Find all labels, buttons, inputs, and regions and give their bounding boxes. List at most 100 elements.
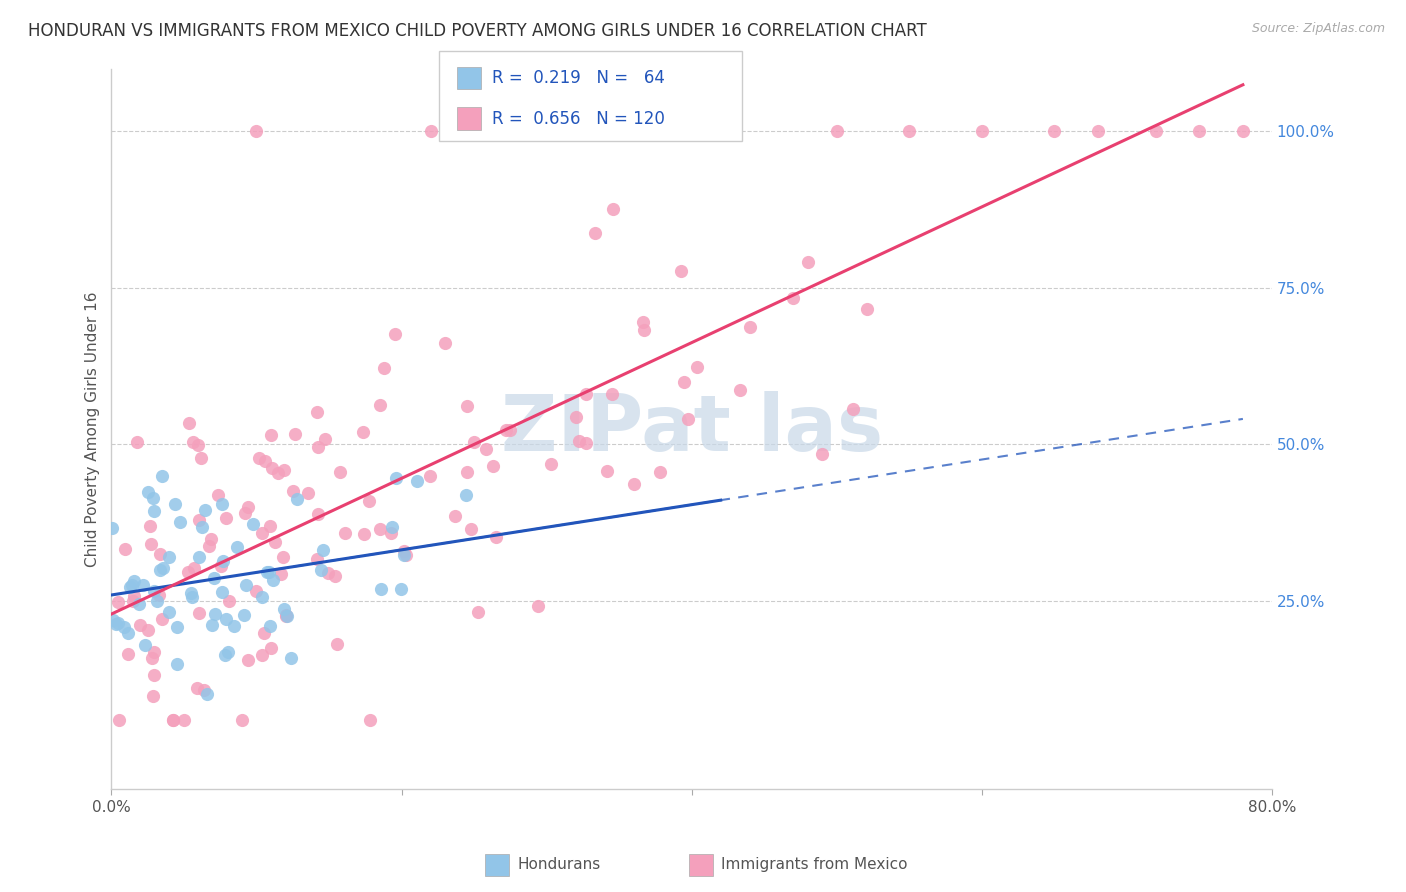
Point <box>250 590 273 604</box>
Point <box>142 583 165 598</box>
Point <box>132 578 155 592</box>
Point <box>260 427 283 442</box>
Point <box>1043 124 1066 138</box>
Point <box>384 327 406 342</box>
Point <box>467 606 489 620</box>
Point <box>540 457 562 471</box>
Point <box>162 713 184 727</box>
Point <box>107 595 129 609</box>
Point <box>215 613 238 627</box>
Point <box>463 435 485 450</box>
Point <box>191 520 214 534</box>
Point <box>162 713 184 727</box>
Point <box>215 511 238 525</box>
Point <box>329 465 352 479</box>
Point <box>121 578 143 592</box>
Point <box>370 582 392 596</box>
Point <box>419 469 441 483</box>
Point <box>195 687 218 701</box>
Point <box>475 442 498 456</box>
Point <box>157 549 180 564</box>
Point <box>211 497 233 511</box>
Point <box>117 625 139 640</box>
Point <box>166 620 188 634</box>
Point <box>270 567 292 582</box>
Point <box>136 485 159 500</box>
Point <box>150 612 173 626</box>
Point <box>104 617 127 632</box>
Point <box>325 569 347 583</box>
Point <box>194 503 217 517</box>
Point <box>297 486 319 500</box>
Point <box>385 471 408 485</box>
Point <box>169 515 191 529</box>
Point <box>236 500 259 514</box>
Point <box>136 623 159 637</box>
Point <box>114 541 136 556</box>
Point <box>149 563 172 577</box>
Point <box>648 466 671 480</box>
Point <box>120 580 142 594</box>
Point <box>481 459 503 474</box>
Point <box>157 606 180 620</box>
Point <box>250 525 273 540</box>
Point <box>370 522 392 536</box>
Point <box>143 645 166 659</box>
Point <box>389 582 412 597</box>
Point <box>797 254 820 268</box>
Point <box>568 434 591 448</box>
Point <box>281 483 304 498</box>
Point <box>226 540 249 554</box>
Point <box>124 574 146 588</box>
Point <box>236 653 259 667</box>
Point <box>262 573 284 587</box>
Point <box>274 609 297 624</box>
Point <box>262 461 284 475</box>
Point <box>152 561 174 575</box>
Point <box>307 441 329 455</box>
Point <box>186 681 208 695</box>
Point <box>280 651 302 665</box>
Point <box>564 410 586 425</box>
Point <box>607 124 630 138</box>
Point <box>143 667 166 681</box>
Point <box>672 375 695 389</box>
Point <box>250 648 273 662</box>
Point <box>253 453 276 467</box>
Point <box>142 491 165 506</box>
Point <box>101 614 124 628</box>
Point <box>368 398 391 412</box>
Point <box>392 548 415 562</box>
Point <box>245 124 267 138</box>
Point <box>527 599 550 614</box>
Point <box>307 507 329 521</box>
Point <box>395 549 418 563</box>
Point <box>443 508 465 523</box>
Point <box>150 469 173 483</box>
Point <box>134 638 156 652</box>
Point <box>825 124 848 138</box>
Point <box>218 594 240 608</box>
Point <box>259 519 281 533</box>
Point <box>142 690 165 704</box>
Point <box>129 618 152 632</box>
Point <box>209 558 232 573</box>
Point <box>211 553 233 567</box>
Point <box>454 488 477 502</box>
Point <box>267 466 290 480</box>
Point <box>163 497 186 511</box>
Point <box>247 451 270 466</box>
Point <box>676 412 699 426</box>
Point <box>333 526 356 541</box>
Point <box>1232 124 1254 138</box>
Point <box>575 386 598 401</box>
Point <box>214 648 236 663</box>
Point <box>898 124 921 138</box>
Point <box>183 561 205 575</box>
Point <box>122 589 145 603</box>
Point <box>434 335 457 350</box>
Text: Source: ZipAtlas.com: Source: ZipAtlas.com <box>1251 22 1385 36</box>
Point <box>112 620 135 634</box>
Point <box>456 399 478 413</box>
Point <box>256 565 278 579</box>
